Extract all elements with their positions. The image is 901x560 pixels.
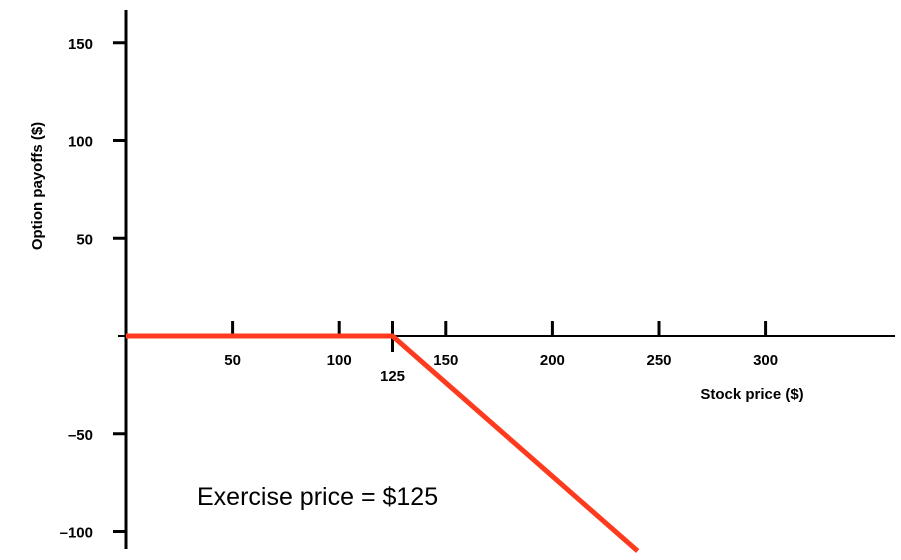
x-tick-label: 150: [433, 352, 458, 369]
y-axis-ticks: 150 100 50 –50 –100: [60, 36, 126, 542]
x-tick-label: 50: [224, 352, 241, 369]
y-tick-label: 100: [68, 134, 93, 151]
x-tick-label: 250: [646, 352, 671, 369]
x-axis-ticks: 50 100 125 150 200 250 300: [224, 321, 778, 385]
x-tick-label: 125: [380, 368, 405, 385]
y-tick-label: 150: [68, 36, 93, 53]
y-tick-label: –50: [68, 427, 93, 444]
y-tick-label: –100: [60, 525, 93, 542]
exercise-price-annotation: Exercise price = $125: [197, 483, 438, 511]
x-tick-label: 200: [540, 352, 565, 369]
x-tick-label: 300: [753, 352, 778, 369]
y-tick-label: 50: [76, 231, 93, 248]
payoff-line: [126, 333, 640, 553]
x-tick-label: 100: [327, 352, 352, 369]
x-axis-title: Stock price ($): [700, 386, 803, 403]
y-axis-title: Option payoffs ($): [29, 122, 46, 250]
series-layer: [126, 333, 640, 553]
